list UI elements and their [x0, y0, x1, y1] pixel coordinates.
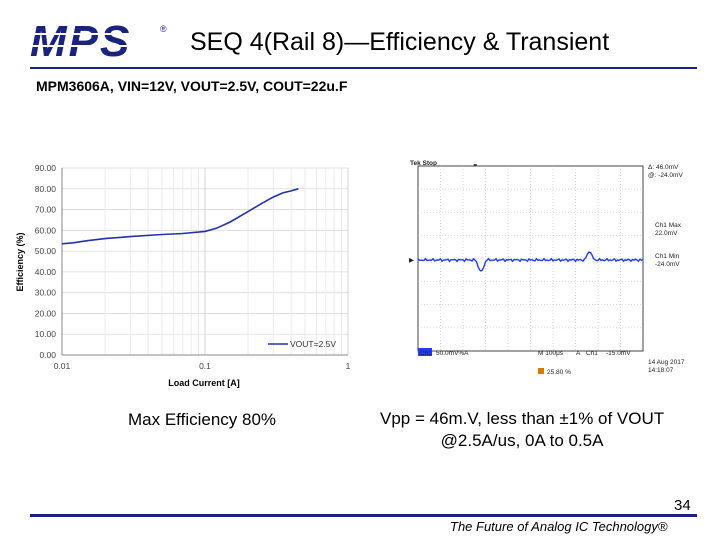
scope-trace	[417, 251, 644, 272]
y-tick-label: 10.00	[35, 329, 57, 339]
legend: VOUT=2.5V	[268, 339, 336, 349]
scope-timebase: M 100μs	[538, 350, 564, 357]
trigger-position: 25.80 %	[547, 369, 571, 376]
scope-delta: Δ: 46.0mV	[648, 164, 679, 171]
caption-transient: Vpp = 46m.V, less than ±1% of VOUT @2.5A…	[380, 408, 664, 452]
trigger-level: -15.0mV	[606, 350, 631, 357]
ch1-min-label: Ch1 Min	[655, 253, 680, 260]
ch1-min-value: -24.0mV	[655, 261, 680, 268]
x-tick-label: 1	[346, 361, 351, 371]
y-tick-label: 70.00	[35, 205, 57, 215]
header-divider	[30, 67, 697, 69]
y-tick-label: 20.00	[35, 308, 57, 318]
x-tick-label: 0.1	[199, 361, 211, 371]
scope-at: @: -24.0mV	[648, 172, 683, 179]
footer-tagline: The Future of Analog IC Technology®	[450, 519, 668, 534]
trigger-position-icon	[538, 368, 544, 374]
caption-transient-line2: @2.5A/us, 0A to 0.5A	[440, 431, 604, 450]
caption-efficiency: Max Efficiency 80%	[128, 410, 277, 429]
trigger-channel: Ch1	[586, 350, 598, 357]
y-tick-label: 30.00	[35, 288, 57, 298]
mps-logo: MPS ®	[30, 22, 167, 60]
trigger-source: A	[576, 350, 581, 357]
caption-transient-line1: Vpp = 46m.V, less than ±1% of VOUT	[380, 409, 665, 428]
ch1-max-value: 22.0mV	[655, 230, 678, 237]
x-axis-label: Load Current [A]	[168, 378, 240, 388]
page-title: SEQ 4(Rail 8)—Efficiency & Transient	[190, 28, 610, 56]
registered-mark: ®	[160, 24, 167, 34]
chart-grid	[61, 167, 349, 356]
ch1-scale: 50.0mV%A	[436, 350, 469, 357]
y-tick-label: 80.00	[35, 184, 57, 194]
scope-date: 14 Aug 2017	[648, 359, 685, 366]
efficiency-chart: 0.00 10.00 20.00 30.00 40.00 50.00 60.00 70.00 8…	[15, 163, 351, 388]
ch1-max-label: Ch1 Max	[655, 222, 682, 229]
x-tick-labels: 0.01 0.1 1	[54, 361, 351, 371]
y-tick-labels: 0.00 10.00 20.00 30.00 40.00 50.00 60.00 70.00 8…	[35, 163, 57, 360]
scope-capture: Tek Stop ▼ ◘ ▶ Δ: 46.0mV @: -24.0mV Ch1 …	[408, 157, 708, 379]
series-points	[61, 188, 299, 244]
x-tick-label: 0.01	[54, 361, 71, 371]
efficiency-series-line	[61, 188, 299, 245]
y-axis-label: Efficiency (%)	[15, 232, 25, 291]
y-tick-label: 90.00	[35, 163, 57, 173]
y-tick-label: 60.00	[35, 225, 57, 235]
ch1-badge-label: Ch1	[420, 350, 432, 357]
y-tick-label: 50.00	[35, 246, 57, 256]
logo-text: MPS	[30, 22, 131, 60]
footer-divider	[30, 514, 697, 517]
scope-grid	[418, 166, 643, 351]
ch1-ground-marker-icon: ▶	[409, 257, 415, 264]
y-tick-label: 40.00	[35, 267, 57, 277]
scope-time: 14:18:07	[648, 367, 674, 374]
legend-label: VOUT=2.5V	[290, 339, 336, 349]
page-number: 34	[674, 497, 691, 514]
scope-header: Tek Stop	[410, 160, 437, 167]
y-tick-label: 0.00	[39, 350, 56, 360]
ch1-badge	[418, 348, 432, 356]
subtitle: MPM3606A, VIN=12V, VOUT=2.5V, COUT=22u.F	[36, 78, 348, 94]
